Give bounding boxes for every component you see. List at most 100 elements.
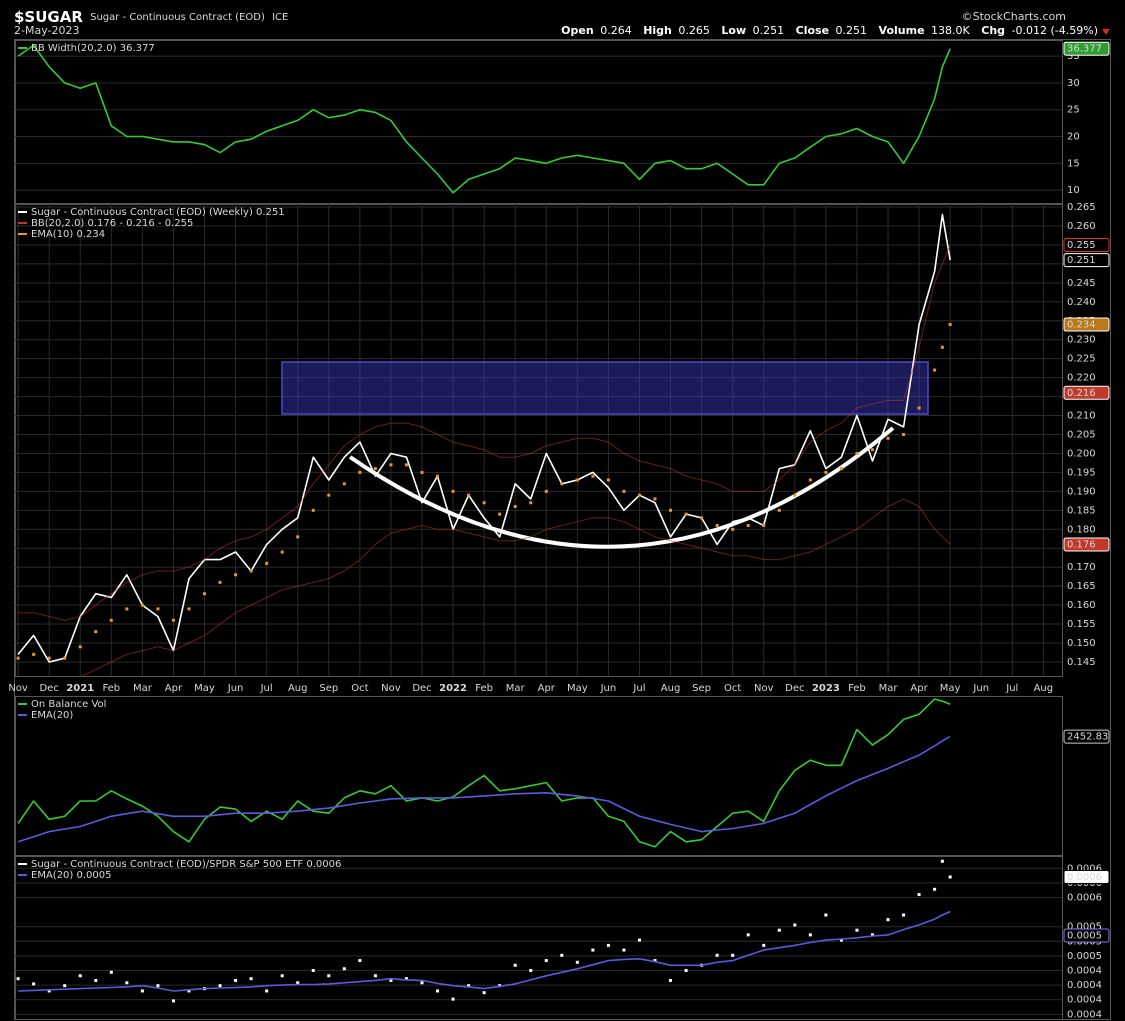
plot-area	[17, 44, 951, 194]
dot	[700, 516, 704, 520]
quote-value: 0.251	[836, 24, 868, 37]
x-tick-label: Aug	[288, 683, 308, 694]
x-tick-label: Apr	[165, 683, 183, 694]
dot	[933, 887, 937, 891]
dot	[16, 977, 20, 981]
dot	[156, 607, 160, 611]
x-tick-label: Jul	[1005, 683, 1018, 694]
quote-label: Low	[721, 24, 746, 37]
dot	[218, 984, 222, 988]
dot	[249, 977, 253, 981]
dot	[917, 406, 921, 410]
dot	[855, 451, 859, 455]
source: ©StockCharts.com	[962, 10, 1066, 23]
x-tick-label: Jun	[972, 683, 989, 694]
dot	[311, 508, 315, 512]
dot	[311, 969, 315, 973]
dot	[917, 893, 921, 897]
x-tick-label: Feb	[102, 683, 120, 694]
series-line	[17, 698, 951, 848]
y-tick-label: 0.200	[1067, 448, 1096, 459]
dot	[109, 618, 113, 622]
dot	[731, 953, 735, 957]
y-tick-label: 0.240	[1067, 297, 1096, 308]
value-badge-label: 0.251	[1067, 255, 1096, 266]
y-tick-label: 0.0005	[1067, 922, 1102, 933]
dot	[389, 978, 393, 982]
dot	[575, 960, 579, 964]
x-tick-label: May	[567, 683, 588, 694]
dot	[389, 463, 393, 467]
dot	[777, 928, 781, 932]
y-tick-label: 0.150	[1067, 638, 1096, 649]
quote-label: Volume	[879, 24, 925, 37]
x-tick-label: Jun	[227, 683, 244, 694]
dot	[63, 656, 67, 660]
dot	[948, 875, 952, 879]
dot	[47, 989, 51, 993]
dot	[933, 368, 937, 372]
dot	[218, 580, 222, 584]
dot	[855, 928, 859, 932]
dot	[327, 974, 331, 978]
value-badge-label: 0.0006	[1067, 872, 1102, 883]
plot-area	[16, 859, 952, 1003]
dot	[63, 984, 67, 988]
panel-frame	[15, 856, 1063, 1020]
series-line	[17, 44, 951, 194]
dot	[234, 573, 238, 577]
y-tick-label: 0.145	[1067, 657, 1096, 668]
dot	[249, 569, 253, 573]
dot	[715, 523, 719, 527]
dot	[513, 505, 517, 509]
dot	[591, 948, 595, 952]
dot	[529, 969, 533, 973]
quote-value: 0.264	[600, 24, 632, 37]
y-tick-label: 0.0004	[1067, 980, 1102, 991]
dot	[793, 923, 797, 927]
dot	[78, 645, 82, 649]
dot	[575, 478, 579, 482]
x-tick-label: Oct	[351, 683, 368, 694]
series-line	[17, 735, 951, 843]
dot	[793, 493, 797, 497]
dot	[886, 436, 890, 440]
dot	[467, 984, 471, 988]
value-badge	[1063, 253, 1110, 268]
dot	[32, 982, 36, 986]
dot	[420, 981, 424, 985]
dot	[746, 933, 750, 937]
dot	[684, 969, 688, 973]
quote-label: Open	[561, 24, 594, 37]
dot	[78, 974, 82, 978]
value-badge	[1063, 385, 1110, 400]
y-tick-label: 30	[1067, 78, 1080, 89]
value-badge	[1063, 870, 1110, 885]
dot	[125, 607, 129, 611]
dot	[669, 978, 673, 982]
quote-value: -0.012 (-4.59%)	[1012, 24, 1098, 37]
dot	[296, 535, 300, 539]
y-tick-label: 0.155	[1067, 619, 1096, 630]
dot	[436, 989, 440, 993]
y-tick-label: 0.230	[1067, 335, 1096, 346]
dot	[637, 493, 641, 497]
exchange: ICE	[272, 12, 288, 23]
dot	[529, 501, 533, 505]
dot	[684, 512, 688, 516]
dot	[777, 508, 781, 512]
dot	[420, 470, 424, 474]
plot-area	[16, 213, 952, 676]
dot	[762, 523, 766, 527]
dot	[513, 963, 517, 967]
dot	[109, 970, 113, 974]
contract-name: Sugar - Continuous Contract (EOD)	[90, 12, 265, 23]
dot	[32, 652, 36, 656]
x-tick-label: Aug	[661, 683, 681, 694]
dot	[839, 467, 843, 471]
x-tick-label: Jul	[260, 683, 273, 694]
y-tick-label: 0.0004	[1067, 966, 1102, 977]
dot	[234, 978, 238, 982]
y-tick-label: 0.220	[1067, 373, 1096, 384]
